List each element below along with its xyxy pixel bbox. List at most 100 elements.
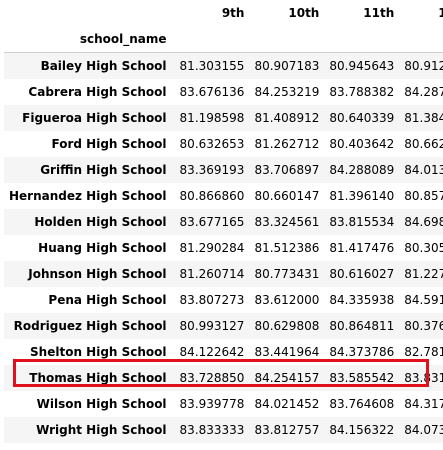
row-index-school-name: Wilson High School — [36, 397, 167, 411]
table-row: Pena High School 83.807273 83.612000 84.335… — [4, 287, 443, 313]
table-row: Wright High School 83.833333 83.812757 84.1… — [4, 417, 443, 443]
index-name-spacer — [324, 26, 399, 53]
table-row: Figueroa High School 81.198598 81.408912 80… — [4, 105, 443, 131]
table-cell: 80.305983 — [404, 241, 443, 255]
column-header-12th: 12th — [438, 6, 443, 20]
table-cell: 83.764608 — [329, 397, 395, 411]
index-name-row: school_name — [4, 26, 443, 53]
table-cell: 80.773431 — [254, 267, 320, 281]
table-cell: 84.373786 — [329, 345, 395, 359]
table-cell: 83.441964 — [254, 345, 320, 359]
table-cell: 80.866860 — [179, 189, 245, 203]
row-index-school-name: Holden High School — [34, 215, 167, 229]
table-cell: 81.262712 — [254, 137, 320, 151]
table-cell: 81.227564 — [404, 267, 443, 281]
row-index-school-name: Griffin High School — [40, 163, 167, 177]
table-cell: 83.939778 — [179, 397, 245, 411]
row-index-school-name: Wright High School — [36, 423, 167, 437]
header-corner — [4, 0, 175, 26]
table-body: Bailey High School 81.303155 80.907183 80.9… — [4, 52, 443, 443]
table-cell: 80.632653 — [179, 137, 245, 151]
column-header-row: 9th 10th 11th 12th — [4, 0, 443, 26]
table-row: Wilson High School 83.939778 84.021452 83.7… — [4, 391, 443, 417]
index-name-label: school_name — [79, 32, 167, 46]
table-cell: 84.122642 — [179, 345, 245, 359]
table-cell: 80.864811 — [329, 319, 395, 333]
table-cell: 83.831361 — [404, 371, 443, 385]
table-cell: 80.907183 — [254, 59, 320, 73]
table-cell: 83.728850 — [179, 371, 245, 385]
table-cell: 81.303155 — [179, 59, 245, 73]
table-cell: 84.317673 — [404, 397, 443, 411]
table-row: Huang High School 81.290284 81.512386 81.41… — [4, 235, 443, 261]
table-cell: 81.408912 — [254, 111, 320, 125]
table-cell: 81.417476 — [329, 241, 395, 255]
table-row: Bailey High School 81.303155 80.907183 80.9… — [4, 52, 443, 79]
table-cell: 83.833333 — [179, 423, 245, 437]
table-cell: 83.585542 — [329, 371, 395, 385]
table-cell: 81.384863 — [404, 111, 443, 125]
table-cell: 81.198598 — [179, 111, 245, 125]
table-cell: 83.677165 — [179, 215, 245, 229]
table-cell: 84.698795 — [404, 215, 443, 229]
table-cell: 80.640339 — [329, 111, 395, 125]
table-cell: 80.993127 — [179, 319, 245, 333]
table-cell: 80.912451 — [404, 59, 443, 73]
table-cell: 84.591160 — [404, 293, 443, 307]
table-cell: 83.324561 — [254, 215, 320, 229]
column-header-9th: 9th — [221, 6, 245, 20]
table-row: Ford High School 80.632653 81.262712 80.403… — [4, 131, 443, 157]
row-index-school-name: Shelton High School — [30, 345, 167, 359]
table-cell: 81.290284 — [179, 241, 245, 255]
row-index-school-name: Figueroa High School — [22, 111, 167, 125]
table-cell: 83.706897 — [254, 163, 320, 177]
table-cell: 84.073171 — [404, 423, 443, 437]
index-name-spacer — [399, 26, 443, 53]
row-index-school-name: Huang High School — [38, 241, 167, 255]
row-index-school-name: Cabrera High School — [28, 85, 167, 99]
table-cell: 80.616027 — [329, 267, 395, 281]
table-cell: 80.945643 — [329, 59, 395, 73]
table-cell: 83.807273 — [179, 293, 245, 307]
table-cell: 83.812757 — [254, 423, 320, 437]
table-cell: 84.288089 — [329, 163, 395, 177]
table-cell: 84.013699 — [404, 163, 443, 177]
table-cell: 80.660147 — [254, 189, 320, 203]
table-row: Griffin High School 83.369193 83.706897 84.… — [4, 157, 443, 183]
column-header-10th: 10th — [288, 6, 320, 20]
table-cell: 84.021452 — [254, 397, 320, 411]
table-cell: 80.662338 — [404, 137, 443, 151]
column-header-11th: 11th — [363, 6, 395, 20]
index-name-spacer — [175, 26, 250, 53]
table-row: Rodriguez High School 80.993127 80.629808 8… — [4, 313, 443, 339]
table-cell: 81.512386 — [254, 241, 320, 255]
table-cell: 83.815534 — [329, 215, 395, 229]
table-cell: 80.629808 — [254, 319, 320, 333]
table-row: Hernandez High School 80.866860 80.660147 8… — [4, 183, 443, 209]
index-name-spacer — [249, 26, 324, 53]
row-index-school-name: Hernandez High School — [9, 189, 167, 203]
table-row: Holden High School 83.677165 83.324561 83.8… — [4, 209, 443, 235]
table-cell: 80.857143 — [404, 189, 443, 203]
row-index-school-name: Johnson High School — [28, 267, 167, 281]
table-cell: 81.396140 — [329, 189, 395, 203]
table-row: Shelton High School 84.122642 83.441964 84.… — [4, 339, 443, 365]
row-index-school-name: Ford High School — [51, 137, 167, 151]
row-index-school-name: Thomas High School — [29, 371, 167, 385]
table-cell: 84.287958 — [404, 85, 443, 99]
table-cell: 84.253219 — [254, 85, 320, 99]
table-cell: 82.781671 — [404, 345, 443, 359]
table-cell: 83.369193 — [179, 163, 245, 177]
table-header: 9th 10th 11th 12th school_name — [4, 0, 443, 53]
row-index-school-name: Pena High School — [48, 293, 167, 307]
table-cell: 83.788382 — [329, 85, 395, 99]
table-cell: 84.156322 — [329, 423, 395, 437]
table-row: Cabrera High School 83.676136 84.253219 83.… — [4, 79, 443, 105]
table-cell: 84.335938 — [329, 293, 395, 307]
table-cell: 80.403642 — [329, 137, 395, 151]
table-row: Johnson High School 81.260714 80.773431 80.… — [4, 261, 443, 287]
table-cell: 83.676136 — [179, 85, 245, 99]
table-cell: 81.260714 — [179, 267, 245, 281]
table-cell: 83.612000 — [254, 293, 320, 307]
